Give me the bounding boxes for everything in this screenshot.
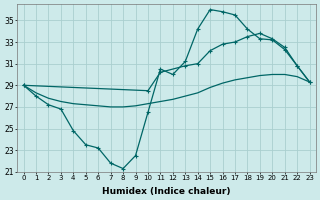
X-axis label: Humidex (Indice chaleur): Humidex (Indice chaleur) [102,187,231,196]
